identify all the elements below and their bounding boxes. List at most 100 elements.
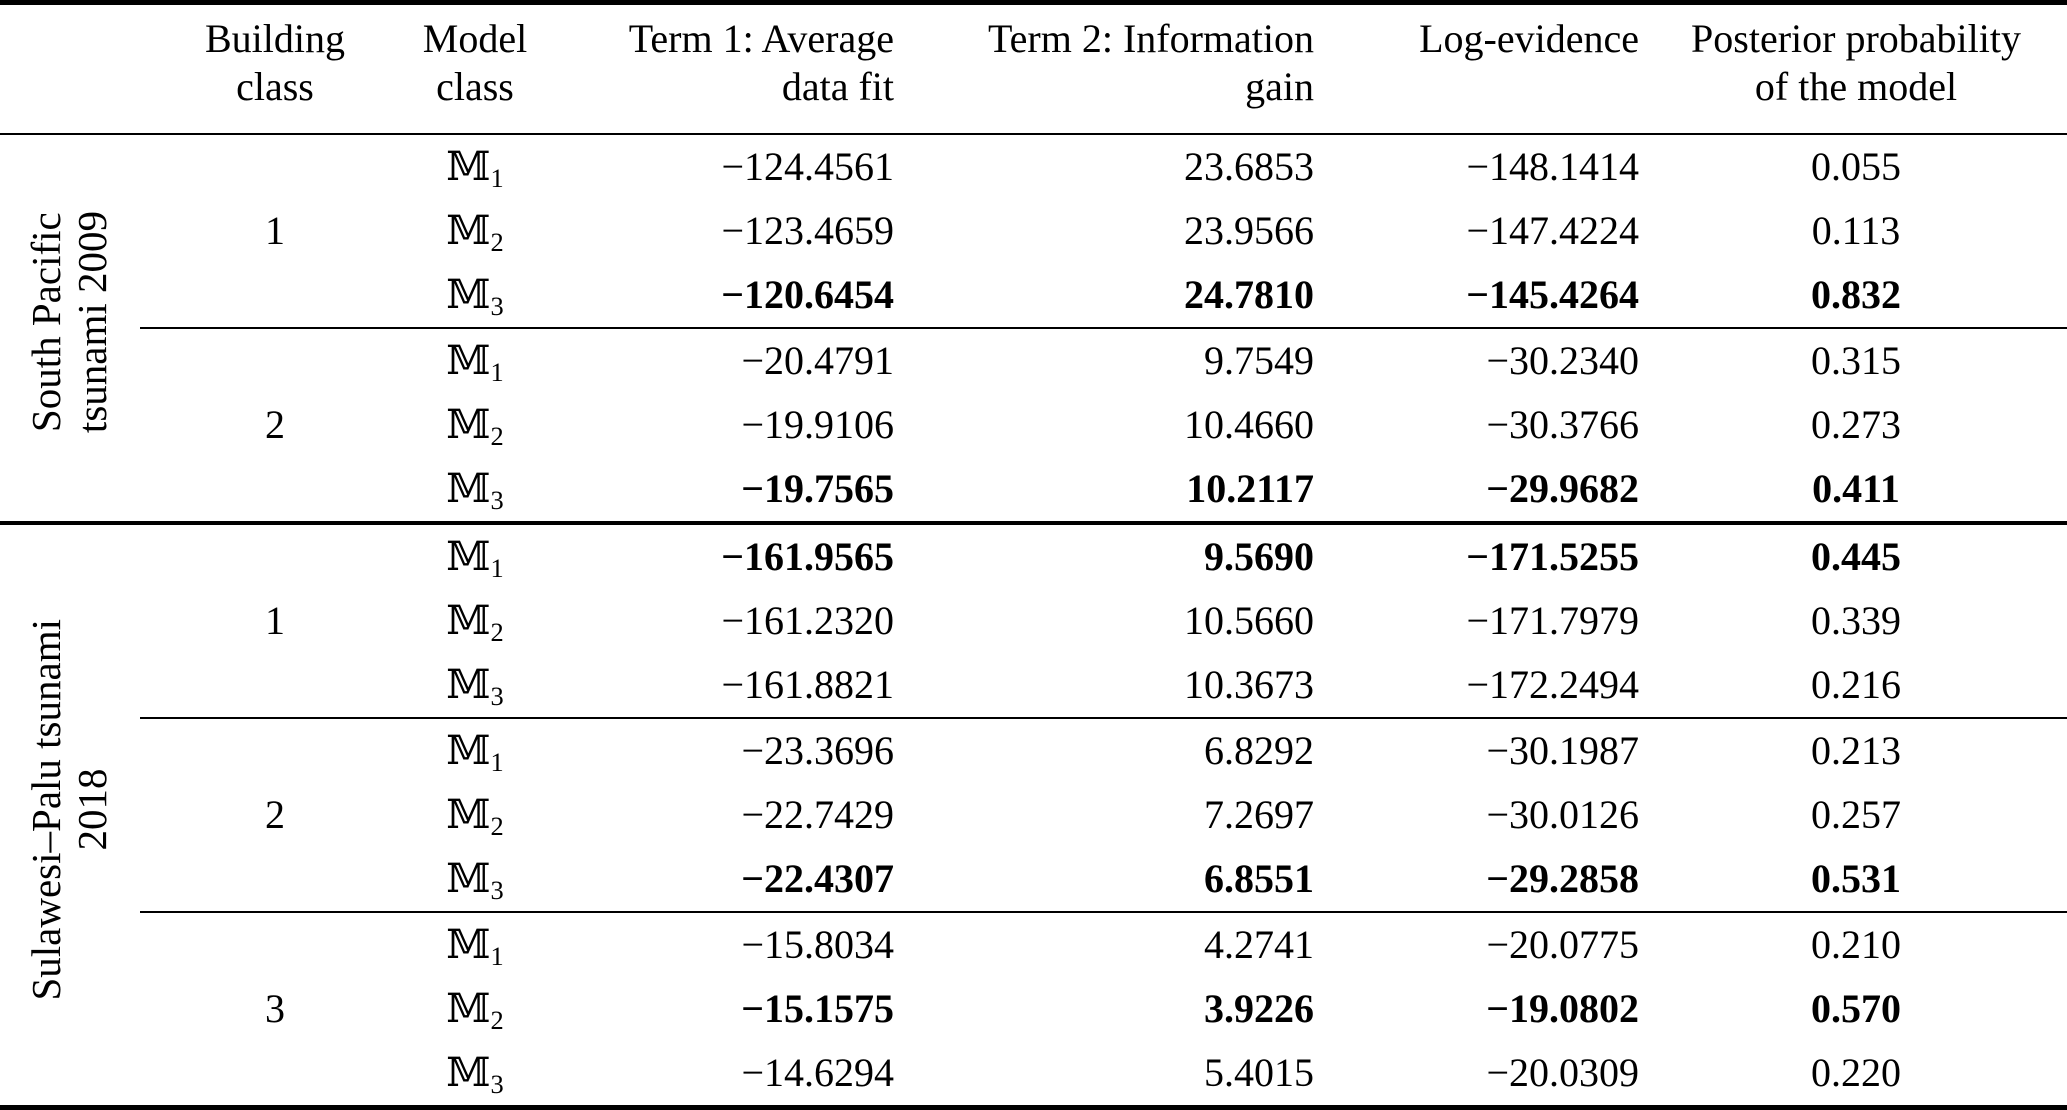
model-class-cell: 𝕄1 [410,327,540,393]
table-row: 𝕄3 −14.6294 5.4015 −20.0309 0.220 [0,1041,2067,1108]
posterior-cell: 0.315 [1645,327,2067,393]
header-model-class: Model class [410,2,540,135]
term2-cell: 7.2697 [1204,792,1314,837]
model-subscript: 1 [490,940,504,971]
log-evidence-cell: −20.0775 [1320,911,1645,977]
term2-cell: 9.7549 [900,327,1320,393]
term1-cell: −19.9106 [741,402,894,447]
model-class-cell: 𝕄3 [410,1041,540,1108]
table-row: 𝕄2 −161.2320 10.5660 −171.7979 0.339 [0,589,2067,653]
event-label-rotated-text: South Pacific tsunami 2009 [23,211,116,433]
term2-cell: 3.9226 [1204,986,1314,1031]
term2-cell: 23.9566 [1184,208,1314,253]
model-symbol: 𝕄 [446,986,491,1032]
posterior-cell: 0.339 [1811,598,1901,643]
term1-cell: −14.6294 [741,1050,894,1095]
header-posterior-line1: Posterior probability [1691,16,2021,61]
log-evidence-cell: −19.0802 [1486,986,1639,1031]
header-posterior: Posterior probability of the model [1645,2,2067,135]
log-evidence-cell: −147.4224 [1466,208,1639,253]
header-log-evidence: Log-evidence [1320,2,1645,135]
posterior-cell: 0.445 [1645,521,2067,589]
table-row: South Pacific tsunami 2009 1 𝕄1 −124.4561… [0,134,2067,434]
model-subscript: 1 [490,746,504,777]
term2-cell: 23.6853 [1184,144,1314,189]
posterior-cell: 0.531 [1811,856,1901,901]
header-row: Building class Model class Term 1: Avera… [0,2,2067,135]
log-evidence-cell: −148.1414 [1466,144,1639,189]
posterior-cell: 0.216 [1811,662,1901,707]
header-log-evidence-line1: Log-evidence [1419,16,1639,61]
log-evidence-cell: −30.3766 [1486,402,1639,447]
model-class-cell: 𝕄1 [410,911,540,977]
posterior-cell: 0.257 [1811,792,1901,837]
model-class-cell: 𝕄2 [410,977,540,1041]
posterior-cell: 0.411 [1812,466,1900,511]
header-posterior-line2: of the model [1754,64,1958,109]
model-subscript: 3 [490,874,504,905]
building-class-cell: 1 [140,521,410,718]
model-symbol: 𝕄 [446,922,491,968]
event-line1: South Pacific [23,212,70,433]
model-subscript: 1 [490,552,504,583]
model-symbol: 𝕄 [446,534,491,580]
term1-cell: −22.7429 [741,792,894,837]
model-symbol: 𝕄 [446,856,491,902]
posterior-cell: 0.210 [1645,911,2067,977]
table-row: 𝕄3 −161.8821 10.3673 −172.2494 0.216 [0,653,2067,718]
model-symbol: 𝕄 [446,208,491,254]
table-row: 3 𝕄1 −15.8034 4.2741 −20.0775 0.210 [0,911,2067,1108]
model-class-cell: 𝕄2 [410,589,540,653]
model-class-cell: 𝕄1 [410,134,540,199]
model-symbol: 𝕄 [446,662,491,708]
model-symbol: 𝕄 [446,402,491,448]
table-row: Sulawesi–Palu tsunami 2018 1 𝕄1 −161.9565… [0,521,2067,1108]
term2-cell: 4.2741 [900,911,1320,977]
header-term2-line1: Term 2: Information [988,16,1314,61]
term1-cell: −22.4307 [741,856,894,901]
term2-cell: 5.4015 [1204,1050,1314,1095]
model-class-cell: 𝕄1 [410,717,540,783]
model-symbol: 𝕄 [446,598,491,644]
term1-cell: −161.2320 [721,598,894,643]
term2-cell: 9.5690 [900,521,1320,589]
table-row: 𝕄3 −19.7565 10.2117 −29.9682 0.411 [0,457,2067,523]
model-class-cell: 𝕄2 [410,199,540,263]
header-term2: Term 2: Information gain [900,2,1320,135]
term2-cell: 10.5660 [1184,598,1314,643]
log-evidence-cell: −145.4264 [1466,272,1639,317]
header-building-line1: Building [204,16,346,61]
header-term1-line2: data fit [781,64,894,109]
model-symbol: 𝕄 [446,792,491,838]
log-evidence-cell: −171.5255 [1320,521,1645,589]
term2-cell: 10.2117 [1186,466,1314,511]
header-term1-line1: Term 1: Average [628,16,894,61]
model-subscript: 3 [490,484,504,515]
term2-cell: 6.8292 [900,717,1320,783]
model-class-cell: 𝕄1 [410,521,540,589]
model-subscript: 2 [490,226,504,257]
table-row: 𝕄3 −120.6454 24.7810 −145.4264 0.832 [0,263,2067,328]
building-class-cell: 1 [265,208,285,253]
posterior-cell: 0.570 [1811,986,1901,1031]
log-evidence-cell: −30.2340 [1320,327,1645,393]
model-subscript: 3 [490,290,504,321]
term1-cell: −124.4561 [721,144,894,189]
term2-cell: 6.8551 [1204,856,1314,901]
table-row: 𝕄3 −22.4307 6.8551 −29.2858 0.531 [0,847,2067,912]
table-row: 𝕄2 −19.9106 10.4660 −30.3766 0.273 [0,393,2067,457]
model-subscript: 2 [490,1004,504,1035]
event-line1: Sulawesi–Palu tsunami [23,618,70,1001]
model-symbol: 𝕄 [446,338,491,384]
header-term2-line2: gain [1245,64,1314,109]
posterior-cell: 0.832 [1811,272,1901,317]
term1-cell: −161.8821 [721,662,894,707]
table-row: 2 𝕄1 −20.4791 9.7549 −30.2340 0.315 [0,327,2067,523]
posterior-cell: 0.213 [1645,717,2067,783]
term2-cell: 10.4660 [1184,402,1314,447]
model-symbol: 𝕄 [446,728,491,774]
log-evidence-cell: −171.7979 [1466,598,1639,643]
event-label-rotated-text: Sulawesi–Palu tsunami 2018 [23,618,116,1001]
header-building-class: Building class [140,2,410,135]
